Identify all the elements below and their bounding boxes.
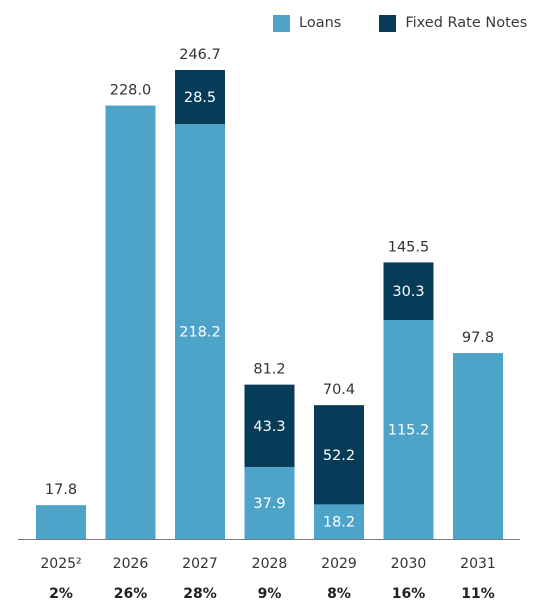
bar-loans-5 bbox=[383, 319, 434, 539]
segment-label-fixed-rate-notes-4: 52.2 bbox=[323, 448, 355, 464]
legend-label-fixed-rate-notes: Fixed Rate Notes bbox=[405, 15, 528, 31]
bar-loans-4 bbox=[314, 504, 364, 539]
segment-label-fixed-rate-notes-3: 43.3 bbox=[253, 419, 285, 435]
bar-loans-1 bbox=[105, 105, 156, 539]
bar-loans-2 bbox=[175, 124, 225, 540]
total-label-5: 145.5 bbox=[388, 239, 430, 255]
legend-item-fixed-rate-notes: Fixed Rate Notes bbox=[379, 14, 528, 32]
percentage-label-2: 28% bbox=[183, 586, 217, 602]
category-label-1: 2026 bbox=[113, 556, 149, 572]
legend: Loans Fixed Rate Notes bbox=[273, 12, 527, 34]
segment-label-loans-4: 18.2 bbox=[323, 515, 355, 531]
bar-loans-0 bbox=[36, 505, 86, 539]
category-label-4: 2029 bbox=[321, 556, 357, 572]
percentage-label-3: 9% bbox=[258, 586, 282, 602]
bar-fixed-rate-notes-2 bbox=[175, 70, 225, 125]
total-label-4: 70.4 bbox=[323, 382, 355, 398]
legend-item-loans: Loans bbox=[273, 14, 342, 32]
category-label-0: 2025² bbox=[40, 556, 81, 572]
percentage-label-4: 8% bbox=[327, 586, 351, 602]
segment-label-loans-3: 37.9 bbox=[253, 496, 285, 512]
total-label-6: 97.8 bbox=[462, 330, 494, 346]
category-label-5: 2030 bbox=[391, 556, 427, 572]
percentage-label-6: 11% bbox=[461, 586, 495, 602]
bar-loans-3 bbox=[244, 466, 295, 539]
total-label-3: 81.2 bbox=[253, 362, 285, 378]
segment-label-loans-5: 115.2 bbox=[388, 422, 430, 438]
percentage-label-5: 16% bbox=[392, 586, 426, 602]
legend-swatch-fixed-rate-notes bbox=[379, 14, 397, 32]
legend-label-loans: Loans bbox=[299, 15, 342, 31]
percentage-label-0: 2% bbox=[49, 586, 73, 602]
bar-fixed-rate-notes-5 bbox=[383, 262, 434, 320]
total-label-2: 246.7 bbox=[179, 47, 221, 63]
category-label-6: 2031 bbox=[460, 556, 496, 572]
bar-fixed-rate-notes-3 bbox=[244, 384, 295, 467]
total-label-1: 228.0 bbox=[110, 83, 152, 99]
segment-label-fixed-rate-notes-5: 30.3 bbox=[392, 284, 424, 300]
percentage-label-1: 26% bbox=[114, 586, 148, 602]
category-label-2: 2027 bbox=[182, 556, 218, 572]
segment-label-loans-2: 218.2 bbox=[179, 325, 221, 341]
bar-fixed-rate-notes-4 bbox=[314, 405, 364, 505]
segment-label-fixed-rate-notes-2: 28.5 bbox=[184, 90, 216, 106]
legend-swatch-loans bbox=[273, 14, 290, 32]
bar-loans-6 bbox=[453, 353, 503, 539]
category-label-3: 2028 bbox=[252, 556, 288, 572]
total-label-0: 17.8 bbox=[45, 482, 77, 498]
